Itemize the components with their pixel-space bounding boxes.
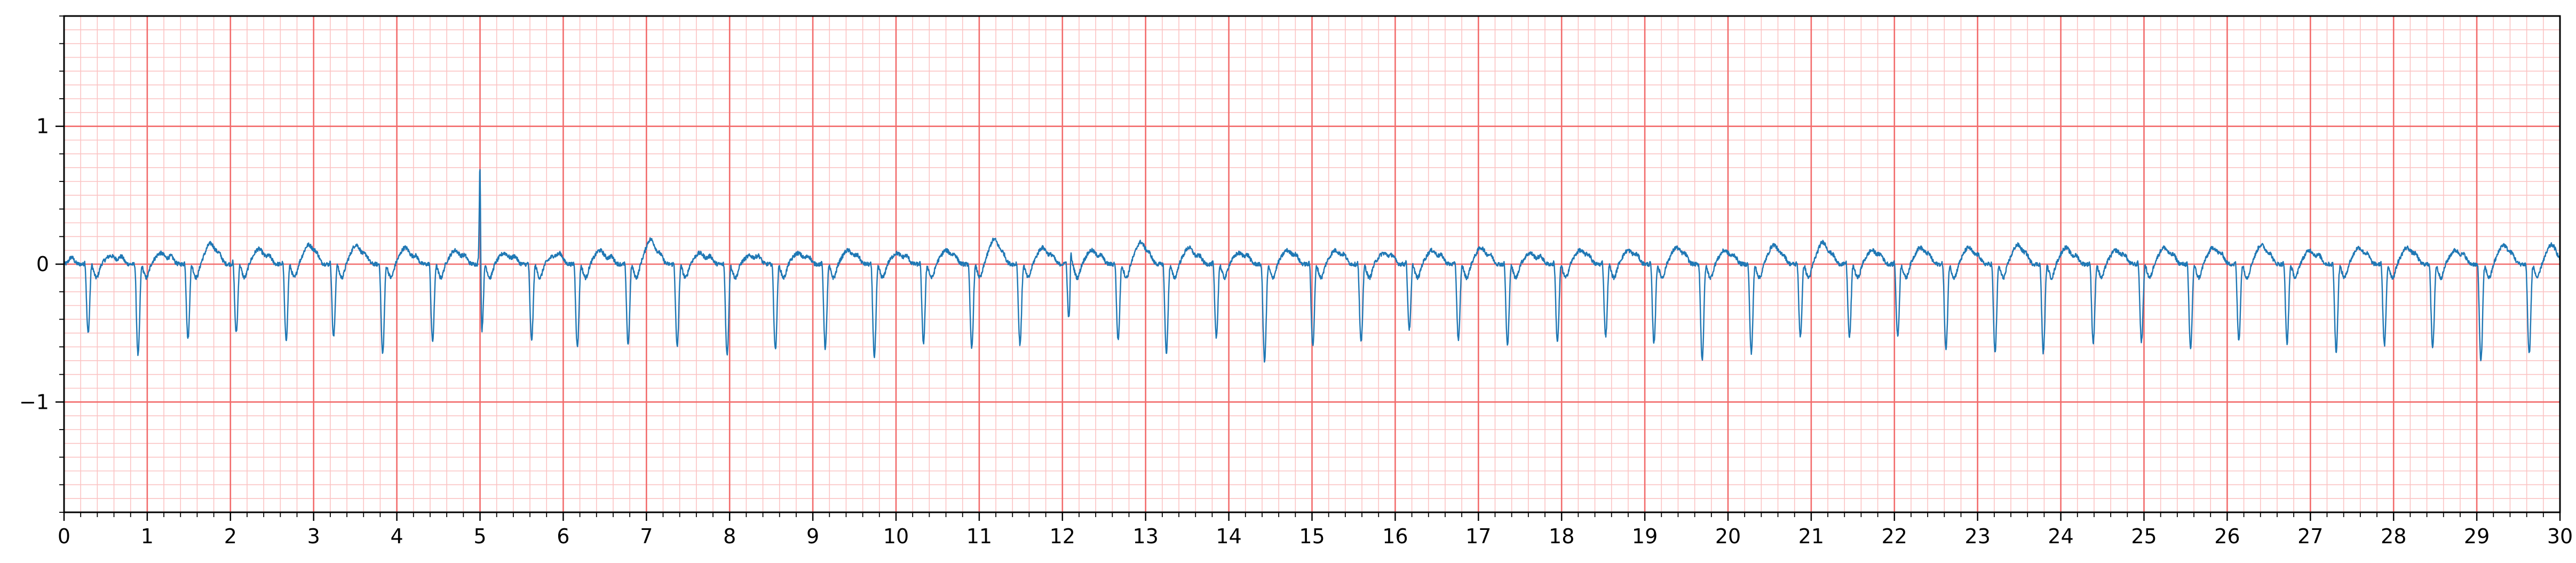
- x-tick-label: 1: [141, 525, 154, 548]
- x-tick-label: 25: [2131, 525, 2157, 548]
- x-axis: 0 1 2 3 4 5 6 7 8 9 10 11 12 13 14 15 16 17 18 19 20 21 22 23 24…: [58, 512, 2573, 548]
- x-tick-label: 9: [806, 525, 819, 548]
- x-tick-label: 29: [2464, 525, 2490, 548]
- x-tick-label: 12: [1050, 525, 1075, 548]
- x-tick-label: 17: [1465, 525, 1491, 548]
- x-tick-label: 24: [2048, 525, 2073, 548]
- x-tick-label: 5: [473, 525, 486, 548]
- major-grid: [63, 16, 2561, 512]
- x-tick-label: 13: [1133, 525, 1159, 548]
- x-tick-label: 7: [640, 525, 653, 548]
- x-tick-label: 8: [723, 525, 736, 548]
- x-tick-label: 27: [2297, 525, 2323, 548]
- x-tick-label: 20: [1715, 525, 1741, 548]
- x-tick-label: 21: [1798, 525, 1824, 548]
- x-tick-label: 18: [1549, 525, 1574, 548]
- x-tick-label: 22: [1882, 525, 1907, 548]
- x-tick-label: 11: [966, 525, 992, 548]
- x-tick-label: 15: [1299, 525, 1325, 548]
- y-tick-label: −1: [19, 390, 49, 414]
- x-tick-label: 0: [58, 525, 70, 548]
- ecg-trace-line: [63, 169, 2561, 363]
- x-tick-label: 23: [1965, 525, 1991, 548]
- x-tick-label: 16: [1382, 525, 1408, 548]
- y-axis: −1 0 1: [19, 15, 64, 513]
- x-tick-label: 14: [1216, 525, 1241, 548]
- ecg-trace-layer: [63, 169, 2561, 363]
- x-tick-label: 3: [307, 525, 320, 548]
- x-tick-label: 19: [1632, 525, 1658, 548]
- x-tick-label: 28: [2381, 525, 2406, 548]
- y-tick-label: 1: [36, 115, 49, 138]
- x-tick-label: 30: [2547, 525, 2573, 548]
- x-tick-label: 2: [224, 525, 237, 548]
- x-tick-label: 4: [391, 525, 403, 548]
- y-tick-label: 0: [36, 252, 49, 276]
- x-tick-label: 6: [557, 525, 569, 548]
- x-tick-label: 10: [883, 525, 909, 548]
- x-tick-label: 26: [2214, 525, 2240, 548]
